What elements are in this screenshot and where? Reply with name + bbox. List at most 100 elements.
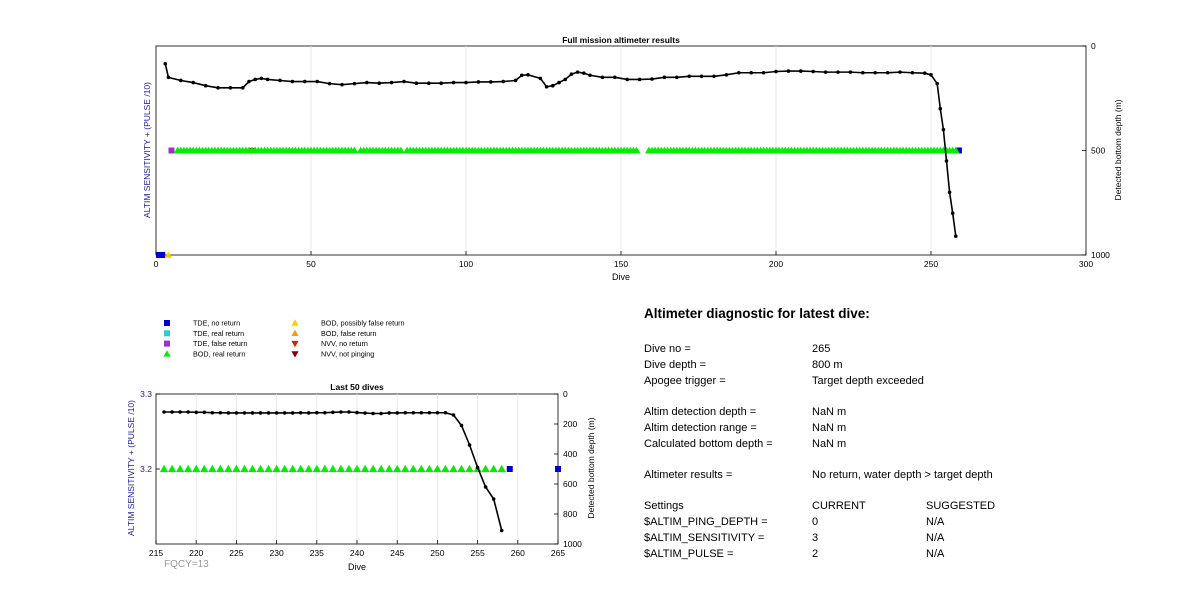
depth-point (162, 410, 166, 414)
top-x-ticks: 0 50 100 150 200 250 300 (154, 251, 1093, 269)
calc-depth-row: Calculated bottom depth = NaN m (644, 436, 1164, 452)
apogee-value: Target depth exceeded (812, 375, 924, 387)
top-depth-line (163, 61, 958, 238)
depth-point (520, 73, 524, 78)
legend-marker (291, 319, 299, 326)
altim-marker (397, 146, 405, 154)
full-mission-chart: 0 50 100 150 200 250 300 0 500 1000 Full mission… (142, 35, 1123, 282)
altim-marker (208, 464, 217, 473)
x-tick-label: 235 (310, 548, 324, 558)
depth-point (885, 70, 890, 75)
altim-marker (384, 464, 394, 473)
depth-point (403, 410, 408, 415)
top-left-axis-label: ALTIM SENSITIVITY + (PULSE /10) (142, 82, 152, 218)
depth-point (226, 411, 231, 415)
legend-label: TDE, false return (193, 339, 247, 348)
depth-point (823, 70, 828, 74)
bottom-left-axis-label: ALTIM SENSITIVITY + (PULSE /10) (126, 400, 136, 536)
altim-marker (288, 464, 297, 473)
depth-point (178, 410, 182, 414)
depth-point (675, 75, 679, 80)
depth-point (228, 86, 233, 90)
x-tick-label: 225 (229, 548, 243, 558)
depth-point (491, 497, 496, 501)
altim-marker (465, 464, 474, 473)
bottom-right-y-ticks: 0 200 400 600 800 1000 (554, 389, 582, 549)
depth-point (265, 77, 270, 82)
depth-point (467, 443, 472, 447)
depth-point (379, 411, 383, 416)
depth-point (712, 74, 716, 79)
x-tick-label: 250 (430, 548, 444, 558)
depth-point (625, 77, 629, 82)
depth-point (259, 76, 264, 81)
x-tick-label: 255 (471, 548, 485, 558)
depth-point (377, 81, 382, 86)
results-label: Altimeter results = (644, 469, 733, 481)
legend-marker (291, 351, 299, 358)
depth-point (588, 73, 592, 78)
depth-point (848, 70, 853, 74)
setting-current: 2 (812, 548, 819, 560)
depth-point (557, 80, 561, 85)
altim-marker (441, 464, 450, 473)
depth-point (950, 211, 955, 215)
x-tick-label: 215 (149, 548, 163, 558)
depth-point (282, 411, 287, 415)
y-tick-label: 800 (563, 509, 577, 519)
detect-range-value: NaN m (812, 422, 847, 434)
bottom-chart-title: Last 50 dives (330, 382, 384, 392)
depth-point (923, 71, 927, 75)
depth-point (327, 81, 332, 86)
legend-marker (164, 330, 170, 337)
depth-point (811, 69, 815, 74)
altim-marker (159, 252, 166, 258)
altim-marker (296, 464, 305, 473)
y-tick-label: 0 (1091, 41, 1096, 51)
depth-point (935, 81, 939, 86)
altim-marker (401, 464, 410, 473)
depth-point (242, 411, 247, 415)
dive-depth-label: Dive depth = (644, 359, 707, 371)
setting-name: $ALTIM_SENSITIVITY = (644, 532, 765, 544)
altim-marker (368, 464, 378, 473)
depth-point (941, 127, 946, 132)
altim-marker (497, 464, 506, 473)
depth-point (544, 84, 549, 89)
legend-label: TDE, no return (193, 319, 240, 328)
depth-point (210, 410, 215, 415)
legend-label: NVV, not pinging (321, 349, 374, 358)
bottom-x-ticks: 215 220 225 230 235 240 245 250 255 260 265 (149, 540, 565, 558)
depth-point (202, 410, 207, 415)
legend-label: BOD, false return (321, 329, 377, 338)
depth-point (650, 77, 654, 81)
x-tick-label: 300 (1079, 259, 1093, 269)
depth-point (873, 70, 877, 75)
altim-marker (200, 464, 209, 473)
altim-marker (192, 464, 201, 473)
depth-point (186, 410, 190, 414)
x-tick-label: 50 (306, 259, 316, 269)
depth-point (355, 410, 359, 415)
footer-note: FQCY=13 (164, 559, 209, 570)
depth-point (166, 75, 171, 80)
altim-marker (506, 466, 513, 472)
depth-point (947, 190, 952, 195)
altim-marker (164, 251, 172, 258)
setting-suggested: N/A (926, 548, 945, 560)
top-chart-title: Full mission altimeter results (562, 35, 680, 45)
depth-point (786, 69, 791, 73)
depth-point (290, 79, 295, 84)
depth-point (476, 80, 481, 84)
legend-label: NVV, no return (321, 339, 368, 348)
depth-point (194, 410, 198, 415)
depth-point (234, 411, 239, 415)
depth-point (513, 78, 518, 83)
altim-marker (449, 464, 458, 473)
y-tick-label: 400 (563, 449, 577, 459)
depth-point (724, 73, 729, 77)
diagnostic-title: Altimeter diagnostic for latest dive: (644, 306, 870, 321)
current-label: CURRENT (812, 500, 866, 512)
